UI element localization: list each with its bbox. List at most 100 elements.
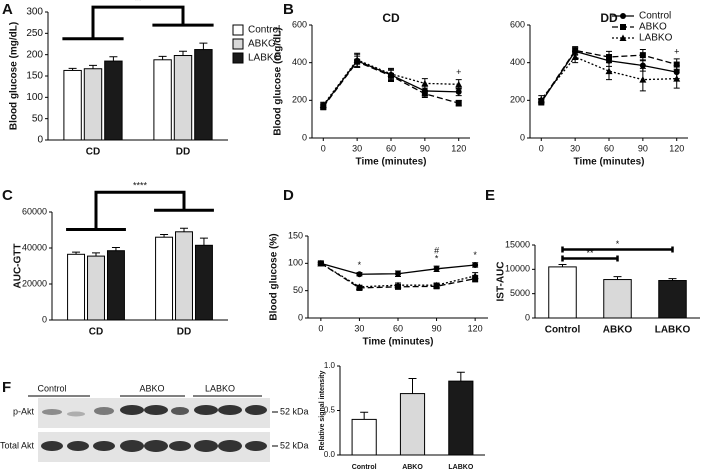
- y-tick-label: 60000: [22, 206, 47, 216]
- marker: [673, 61, 680, 68]
- panel-letter: E: [485, 187, 495, 204]
- marker: [673, 75, 681, 82]
- y-axis-label: IST-AUC: [496, 262, 507, 302]
- bar: [175, 231, 193, 321]
- y-tick-label: 400: [292, 57, 307, 67]
- x-tick-label: 90: [420, 143, 430, 153]
- y-tick-label: 600: [510, 19, 525, 29]
- bar: [399, 393, 426, 456]
- bar: [106, 250, 125, 321]
- x-tick-label: CD: [89, 327, 103, 338]
- y-tick-label: 0: [525, 312, 530, 322]
- x-tick-label: ABKO: [402, 464, 423, 471]
- x-tick-label: Control: [352, 464, 377, 471]
- y-tick-label: 400: [510, 57, 525, 67]
- error-bar: [109, 56, 118, 62]
- bar: [448, 380, 474, 456]
- x-tick-label: 60: [604, 143, 614, 153]
- marker: [571, 53, 579, 61]
- significance-label: ****: [133, 181, 148, 191]
- bar: [351, 418, 377, 456]
- bar: [87, 255, 105, 321]
- x-tick-label: 30: [570, 143, 580, 153]
- y-tick-label: 15000: [505, 239, 530, 249]
- x-tick-label: 0: [318, 323, 323, 333]
- bar: [83, 68, 103, 141]
- error-bar: [92, 252, 100, 257]
- error-bar: [160, 234, 169, 238]
- y-tick-label: 5000: [510, 288, 530, 298]
- significance-bracket: [154, 192, 214, 212]
- x-tick-label: 0: [321, 143, 326, 153]
- y-axis-label: Relative signal intensity: [319, 371, 326, 451]
- y-tick-label: 0: [520, 132, 525, 142]
- legend-swatch: [232, 52, 244, 64]
- x-tick-label: 30: [354, 323, 364, 333]
- panel-letter: D: [283, 187, 294, 204]
- y-tick-label: 40000: [22, 242, 47, 252]
- marker: [472, 261, 479, 268]
- significance-label: **: [586, 248, 594, 258]
- bar: [603, 279, 632, 319]
- y-axis-label: Blood glucose (mg/dL): [9, 22, 20, 130]
- marker: [605, 67, 613, 75]
- y-tick-label: 200: [292, 95, 307, 105]
- blot-marker-label: 52 kDa: [280, 406, 309, 416]
- marker: [620, 13, 626, 19]
- legend-label: Control: [248, 25, 280, 36]
- x-axis-label: Time (minutes): [574, 157, 645, 168]
- panel-letter: B: [283, 1, 294, 18]
- y-tick-label: 50: [32, 113, 44, 124]
- marker: [455, 88, 462, 95]
- annotation: +: [456, 67, 461, 77]
- legend-label: ABKO: [639, 22, 667, 33]
- x-tick-label: 60: [393, 323, 403, 333]
- marker: [319, 101, 327, 109]
- y-tick-label: 0: [302, 132, 307, 142]
- y-tick-label: 10000: [505, 264, 530, 274]
- y-tick-label: 300: [26, 7, 43, 18]
- significance-bracket: [62, 7, 124, 41]
- marker: [471, 272, 479, 279]
- x-tick-label: DD: [177, 327, 191, 338]
- bar: [173, 55, 193, 141]
- y-tick-label: 150: [26, 71, 43, 82]
- annotation: *: [435, 253, 439, 263]
- annotation: *: [358, 260, 362, 270]
- marker: [421, 90, 428, 97]
- significance-label: **: [134, 0, 142, 6]
- x-tick-label: 120: [669, 143, 684, 153]
- legend-label: LABKO: [248, 53, 282, 64]
- x-tick-label: CD: [86, 147, 100, 158]
- error-bar: [408, 377, 417, 394]
- marker: [455, 100, 462, 107]
- y-axis-label: AUC-GTT: [13, 244, 24, 289]
- marker: [639, 62, 646, 69]
- y-tick-label: 0: [42, 314, 47, 324]
- marker: [639, 52, 646, 59]
- x-tick-label: Control: [545, 325, 581, 336]
- error-bar: [613, 276, 622, 280]
- panel-letter: F: [2, 379, 11, 396]
- significance-bracket: [561, 246, 674, 253]
- bar: [658, 280, 687, 319]
- bar: [104, 60, 123, 141]
- x-axis-label: Time (minutes): [356, 157, 427, 168]
- x-tick-label: LABKO: [655, 325, 691, 336]
- error-bar: [456, 371, 465, 382]
- marker: [395, 270, 401, 277]
- y-tick-label: 50: [293, 285, 303, 295]
- significance-bracket: [561, 255, 619, 262]
- y-tick-label: 200: [26, 49, 43, 60]
- bar: [194, 49, 213, 141]
- significance-bracket: [66, 192, 126, 231]
- error-bar: [558, 263, 567, 267]
- x-tick-label: 120: [468, 323, 483, 333]
- error-bar: [199, 237, 208, 246]
- legend-swatch: [232, 24, 244, 36]
- error-bar: [72, 251, 81, 255]
- x-tick-label: 30: [352, 143, 362, 153]
- y-tick-label: 150: [288, 230, 303, 240]
- significance-bracket: [152, 7, 214, 27]
- series-line: [540, 56, 677, 100]
